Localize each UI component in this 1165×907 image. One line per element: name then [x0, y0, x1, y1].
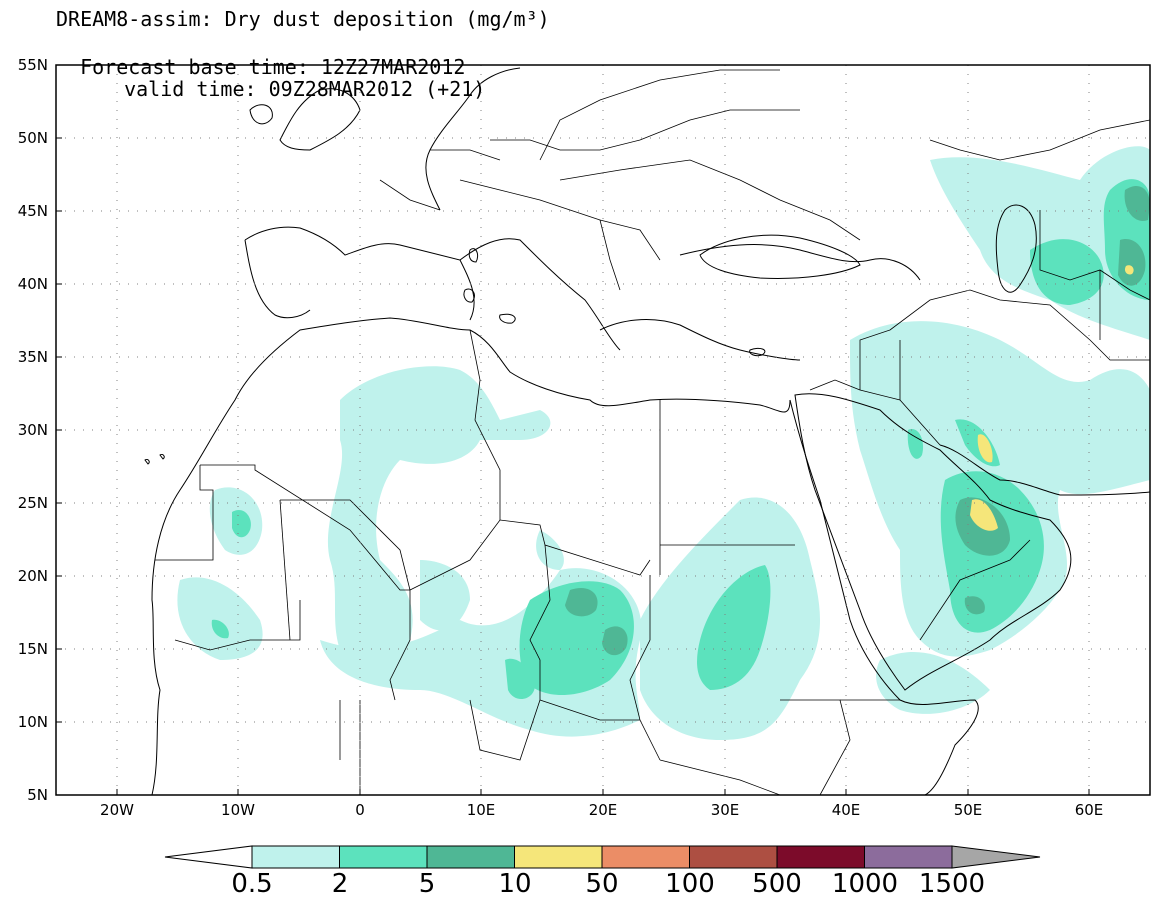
- colorbar: 0.5 2 5 10 50 100 500 1000 1500: [164, 845, 1041, 899]
- colorbar-label: 500: [752, 869, 802, 899]
- coastlines: [144, 67, 1150, 795]
- lat-label: 30N: [18, 421, 48, 439]
- deposition-shading: [177, 146, 1150, 740]
- colorbar-low-arrow: [164, 845, 253, 869]
- lat-label: 45N: [18, 202, 48, 220]
- colorbar-label: 5: [419, 869, 436, 899]
- map-subtitle: Forecast base time: 12Z27MAR2012 valid t…: [56, 34, 485, 100]
- lon-label: 50E: [954, 801, 983, 819]
- deposition-level-0.5: [177, 146, 1150, 740]
- deposition-level-10: [970, 265, 1134, 531]
- lon-label: 20E: [589, 801, 618, 819]
- lat-label: 40N: [18, 275, 48, 293]
- colorbar-high-arrow: [951, 845, 1041, 869]
- country-borders: [155, 69, 1150, 795]
- lat-label: 35N: [18, 348, 48, 366]
- longitude-axis: 20W 10W 0 10E 20E 30E 40E 50E 60E: [100, 801, 1103, 819]
- lat-label: 5N: [27, 786, 48, 804]
- lon-label: 40E: [832, 801, 861, 819]
- colorbar-swatch: [864, 845, 953, 869]
- colorbar-label: 1000: [832, 869, 898, 899]
- latitude-axis: 55N 50N 45N 40N 35N 30N 25N 20N 15N 10N …: [18, 56, 48, 804]
- lon-label: 10W: [221, 801, 255, 819]
- lat-label: 25N: [18, 494, 48, 512]
- colorbar-label: 100: [665, 869, 715, 899]
- lon-label: 60E: [1075, 801, 1104, 819]
- colorbar-boxes: [251, 845, 953, 869]
- lat-label: 20N: [18, 567, 48, 585]
- lat-label: 10N: [18, 713, 48, 731]
- colorbar-swatch: [514, 845, 603, 869]
- colorbar-swatch: [426, 845, 515, 869]
- lon-label: 0: [355, 801, 365, 819]
- colorbar-swatch: [776, 845, 865, 869]
- map-title: DREAM8-assim: Dry dust deposition (mg/m³…: [56, 7, 550, 31]
- lon-label: 10E: [467, 801, 496, 819]
- colorbar-label: 10: [498, 869, 531, 899]
- lat-label: 55N: [18, 56, 48, 74]
- colorbar-label: 0.5: [231, 869, 272, 899]
- lat-label: 15N: [18, 640, 48, 658]
- colorbar-swatch: [251, 845, 340, 869]
- axis-ticks: [56, 64, 1090, 796]
- base-time: Forecast base time: 12Z27MAR2012: [80, 55, 466, 79]
- colorbar-label: 2: [332, 869, 349, 899]
- colorbar-swatch: [689, 845, 778, 869]
- colorbar-label: 50: [585, 869, 618, 899]
- colorbar-label: 1500: [919, 869, 985, 899]
- lon-label: 20W: [100, 801, 134, 819]
- lon-label: 30E: [711, 801, 740, 819]
- lat-label: 50N: [18, 129, 48, 147]
- colorbar-swatch: [601, 845, 690, 869]
- colorbar-swatch: [339, 845, 428, 869]
